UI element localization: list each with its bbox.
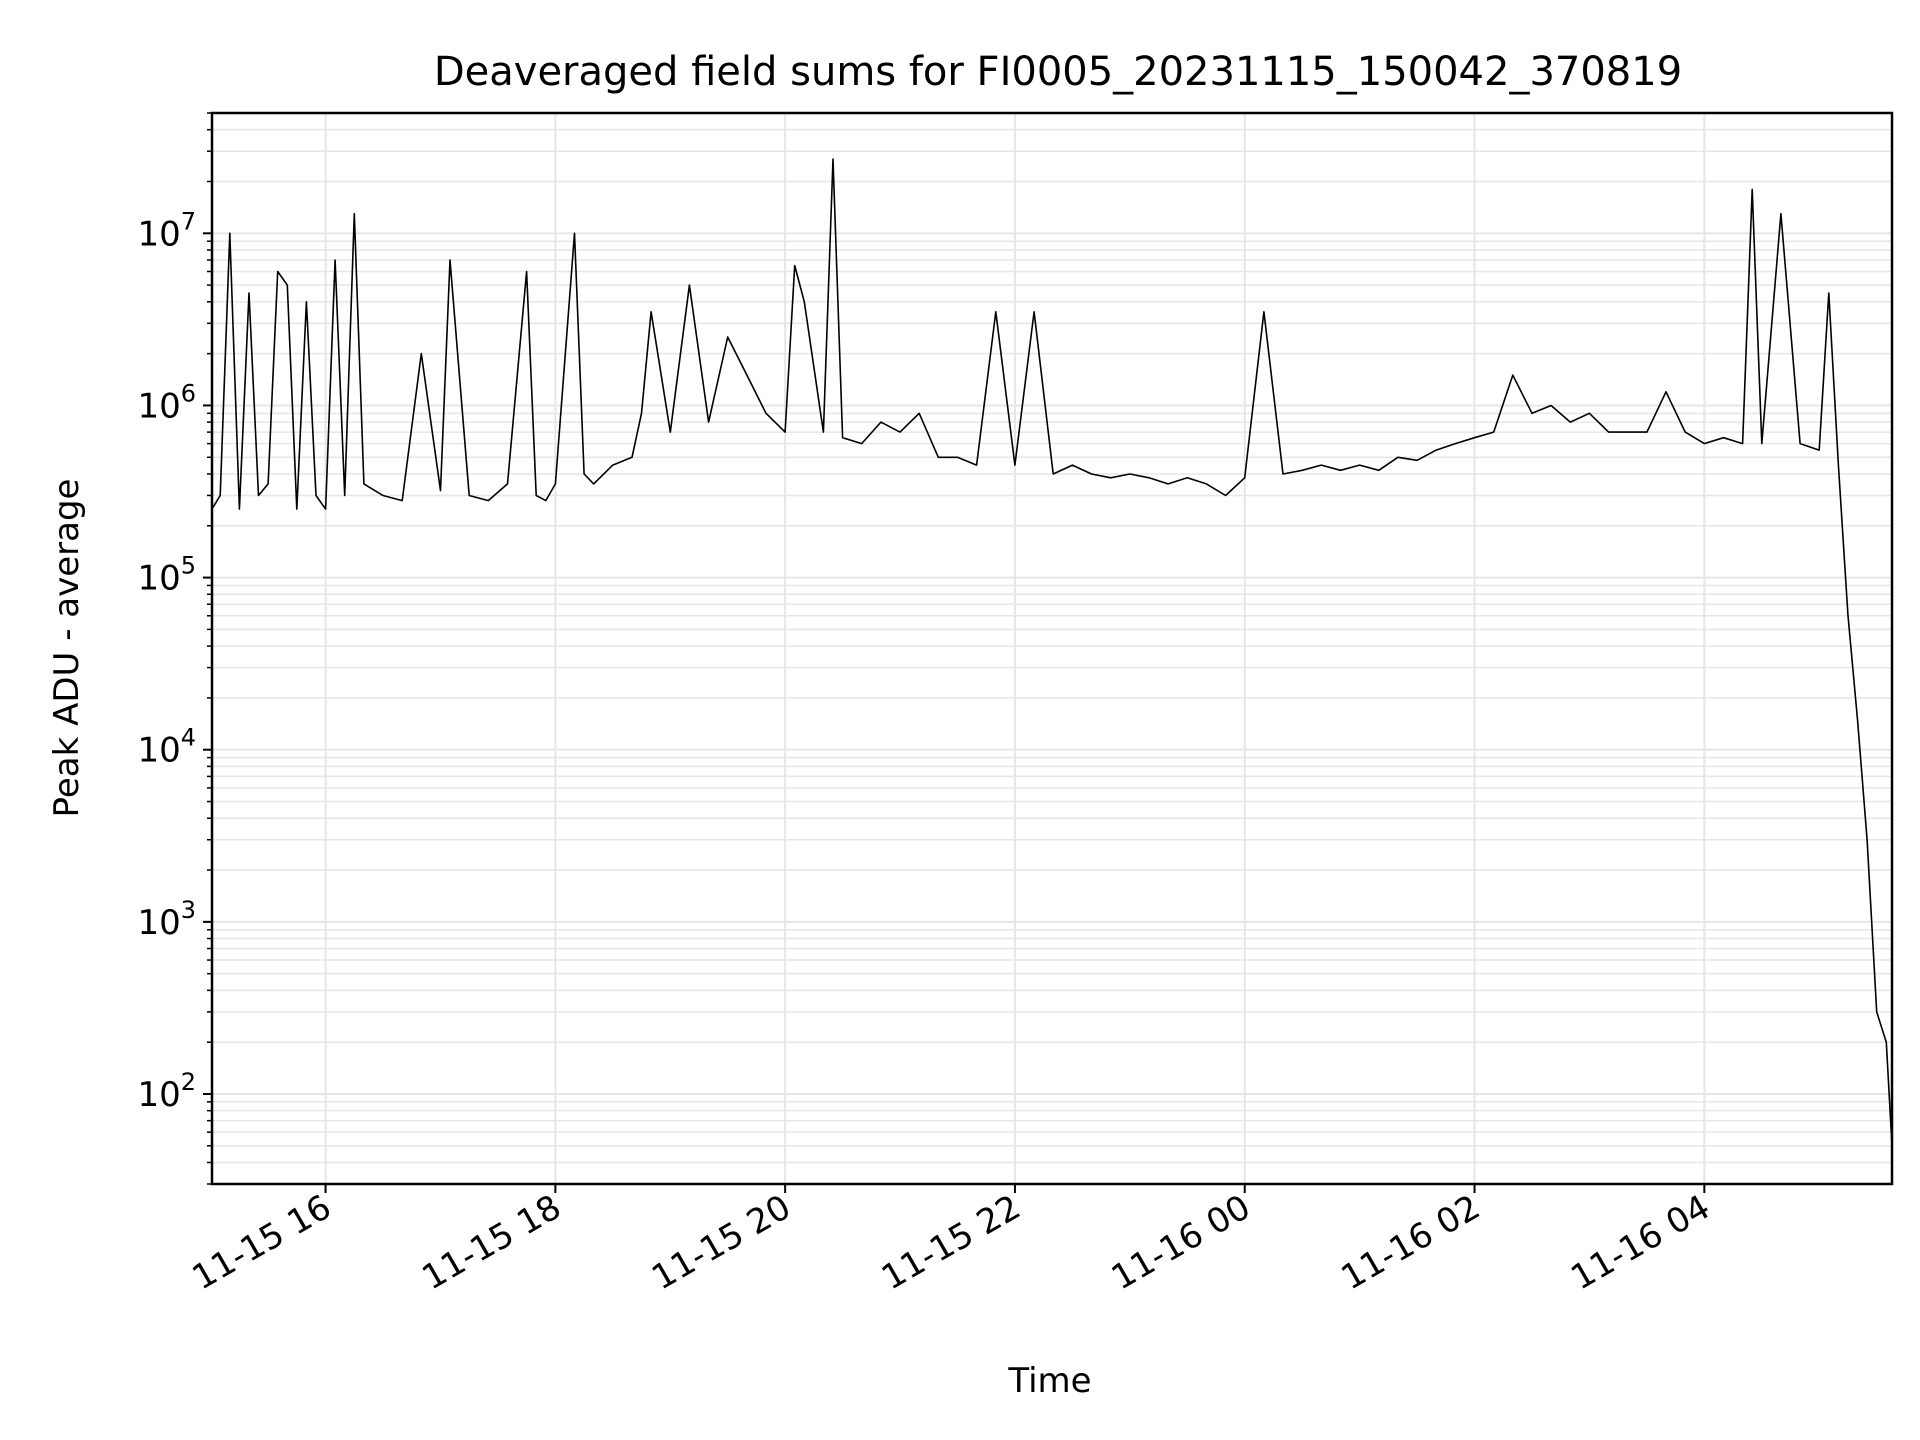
y-tick-label: 107 [137, 207, 196, 254]
y-tick-label: 102 [137, 1068, 196, 1115]
series-line [211, 158, 1893, 1146]
plot-frame [210, 111, 1894, 1186]
y-axis-label: Peak ADU - average [47, 479, 87, 818]
y-tick-label: 104 [137, 724, 196, 771]
x-axis-label: Time [1007, 1361, 1091, 1401]
y-tick-label: 106 [137, 379, 196, 426]
grid-layer [212, 112, 1892, 1185]
chart-title: Deaveraged field sums for FI0005_2023111… [434, 49, 1682, 95]
y-tick-label: 105 [137, 552, 196, 599]
series-layer [211, 158, 1893, 1146]
y-tick-label: 103 [137, 896, 196, 943]
